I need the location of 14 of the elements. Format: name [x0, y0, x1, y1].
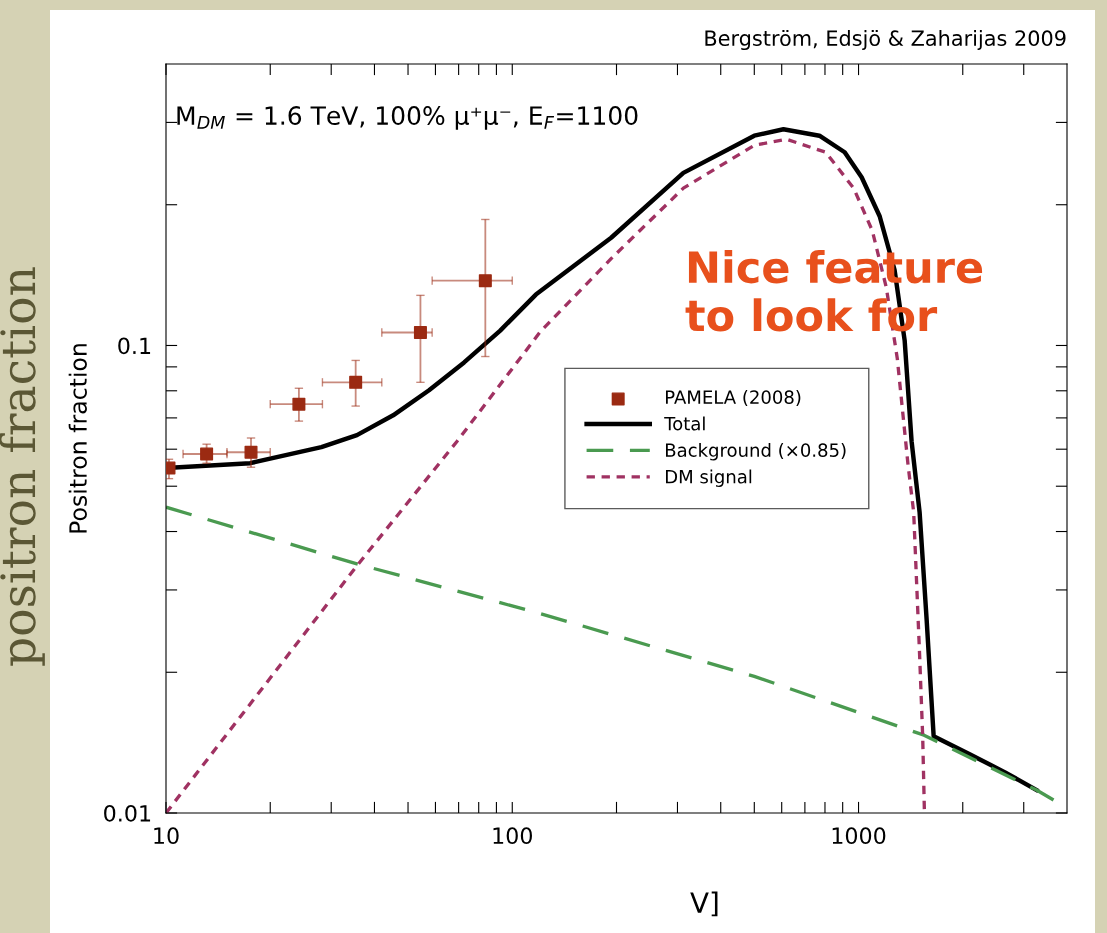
legend-label: PAMELA (2008): [666, 390, 801, 407]
y-axis-title: Positron fraction: [68, 344, 87, 533]
text: positron fraction: [0, 267, 45, 666]
x-tick-label: 100: [493, 827, 532, 845]
text: Bergström, Edsjö & Zaharijas 2009: [705, 29, 1066, 51]
x-tick-label: 10: [154, 827, 179, 845]
text: V]: [690, 891, 718, 917]
annotation: M$_{DM}$ = 1.6 TeV, 100% μ⁺μ⁻, E$_{F}$=1100: [177, 106, 638, 130]
legend-label: Total: [664, 416, 705, 431]
y-tick-label: 0.01: [104, 804, 151, 822]
x-tick-label: 1000: [832, 827, 886, 845]
y-tick-label: 0.1: [118, 337, 151, 355]
legend-label: Background (×0.85): [666, 443, 846, 461]
legend-label: DM signal: [666, 469, 752, 487]
